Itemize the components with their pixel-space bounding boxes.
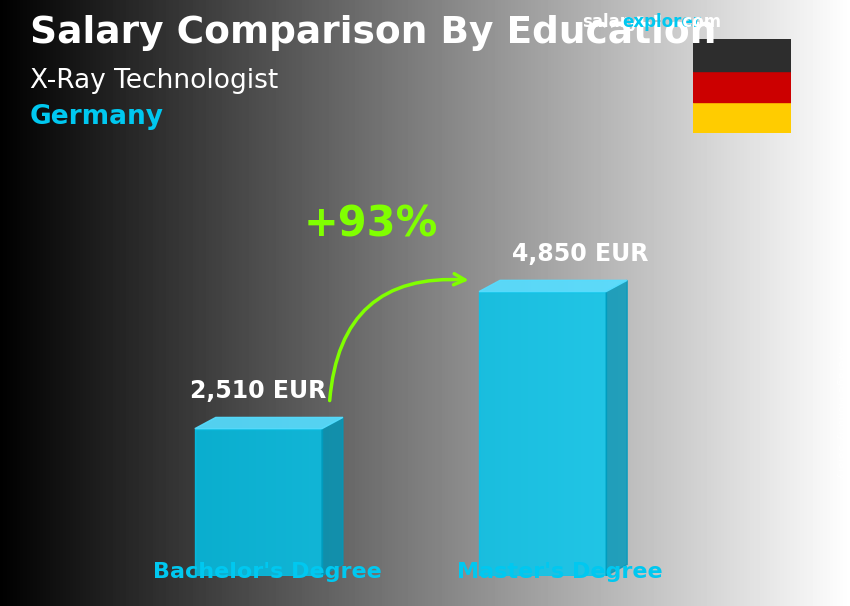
Bar: [195, 428, 322, 576]
Polygon shape: [606, 281, 627, 576]
Bar: [693, 71, 791, 102]
Text: salary: salary: [582, 13, 639, 32]
Text: Master's Degree: Master's Degree: [456, 562, 662, 582]
Polygon shape: [479, 281, 627, 291]
Bar: [479, 291, 606, 576]
Text: .com: .com: [676, 13, 721, 32]
Text: 4,850 EUR: 4,850 EUR: [512, 242, 649, 266]
Text: explorer: explorer: [622, 13, 701, 32]
Text: 2,510 EUR: 2,510 EUR: [190, 379, 326, 404]
Bar: [693, 102, 791, 133]
Text: +93%: +93%: [303, 203, 438, 245]
Text: Salary Comparison By Education: Salary Comparison By Education: [30, 15, 716, 51]
Text: Germany: Germany: [30, 104, 164, 130]
Polygon shape: [195, 418, 343, 428]
Bar: [693, 39, 791, 71]
Polygon shape: [322, 418, 343, 576]
FancyArrowPatch shape: [330, 274, 465, 401]
Text: Bachelor's Degree: Bachelor's Degree: [152, 562, 382, 582]
Text: Average Monthly Salary: Average Monthly Salary: [836, 345, 846, 479]
Text: X-Ray Technologist: X-Ray Technologist: [30, 68, 278, 95]
